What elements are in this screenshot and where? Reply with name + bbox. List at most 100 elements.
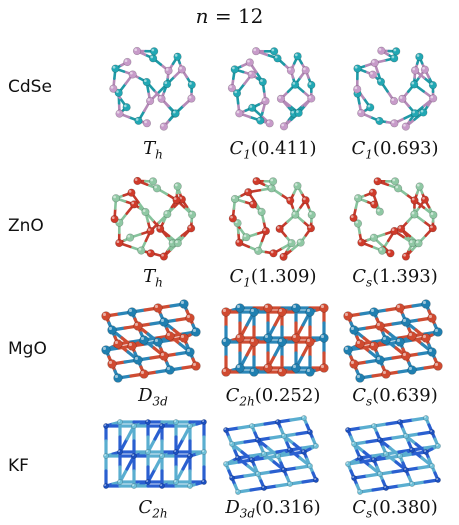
atom-highlight — [264, 334, 268, 338]
atom — [275, 224, 284, 233]
atom — [142, 119, 152, 128]
atom-highlight — [430, 464, 432, 466]
atom — [122, 103, 131, 112]
atom-highlight — [306, 338, 310, 342]
atom-highlight — [150, 55, 154, 59]
atom-highlight — [147, 98, 151, 102]
atom-highlight — [296, 110, 299, 113]
atom-highlight — [255, 248, 259, 251]
atom — [256, 116, 265, 125]
atom-highlight — [346, 428, 348, 430]
atom — [377, 437, 383, 443]
atom-highlight — [278, 338, 282, 342]
atom — [307, 94, 316, 103]
atom-highlight — [358, 239, 362, 243]
atom-highlight — [379, 247, 383, 251]
atom-highlight — [372, 424, 374, 426]
atom-highlight — [370, 342, 374, 346]
atom-highlight — [384, 486, 386, 488]
atom-highlight — [306, 308, 310, 312]
atom — [235, 238, 244, 247]
atom — [370, 200, 379, 209]
atom — [423, 415, 429, 421]
atom-highlight — [430, 95, 434, 99]
cluster-mgo-2 — [212, 296, 332, 396]
atom — [429, 94, 438, 103]
atom-highlight — [391, 228, 395, 232]
atom-highlight — [292, 82, 296, 85]
atom-highlight — [161, 123, 164, 127]
atom — [153, 303, 163, 313]
atom — [369, 307, 379, 317]
atom — [141, 207, 150, 217]
atom — [421, 333, 431, 343]
atom — [368, 70, 377, 79]
atom-highlight — [144, 120, 147, 124]
caption-mgo-1: D3d — [138, 385, 168, 409]
cluster-svg — [227, 47, 316, 131]
atom-highlight — [395, 185, 399, 189]
atom — [152, 184, 162, 193]
atom — [165, 365, 175, 375]
cluster-kf-2 — [212, 410, 332, 510]
atom — [251, 47, 261, 56]
atom-highlight — [166, 332, 170, 336]
atom — [429, 463, 435, 469]
atom-highlight — [230, 476, 232, 478]
atom — [247, 70, 256, 79]
atom-highlight — [234, 90, 238, 94]
atom — [305, 307, 315, 317]
atom — [245, 58, 254, 67]
atom-highlight — [378, 472, 380, 474]
atom-highlight — [358, 456, 360, 458]
atom-highlight — [134, 178, 138, 181]
atom — [133, 176, 142, 186]
atom — [353, 194, 363, 203]
cluster-svg — [345, 415, 441, 495]
atom — [414, 239, 423, 248]
atom-highlight — [236, 364, 240, 368]
atom-highlight — [354, 65, 358, 69]
atom-highlight — [249, 71, 252, 75]
atom — [191, 327, 201, 337]
atom — [201, 449, 207, 455]
atom-highlight — [230, 215, 233, 219]
atom-highlight — [104, 484, 106, 486]
atom-highlight — [229, 85, 232, 89]
atom-highlight — [292, 304, 296, 308]
atom-highlight — [263, 228, 266, 232]
atom — [398, 94, 407, 103]
atom — [267, 184, 276, 193]
atom — [263, 363, 273, 373]
cluster-svg — [221, 303, 329, 377]
atom — [101, 345, 111, 355]
atom — [173, 449, 179, 455]
atom-highlight — [428, 348, 432, 352]
atom — [353, 64, 362, 73]
atom-highlight — [264, 364, 268, 368]
atom — [383, 451, 389, 457]
atom-highlight — [370, 308, 374, 312]
cluster-svg — [101, 299, 201, 383]
atom-highlight — [404, 468, 406, 470]
atom-highlight — [264, 304, 268, 308]
atom — [291, 333, 301, 343]
atom-highlight — [396, 304, 400, 308]
atom — [235, 333, 245, 343]
caption-kf-1: C2h — [138, 497, 168, 521]
atom-highlight — [146, 450, 148, 452]
atom-highlight — [292, 212, 296, 215]
atom-highlight — [166, 366, 170, 370]
atom — [150, 47, 159, 56]
atom — [111, 194, 121, 203]
atom — [187, 483, 193, 489]
atom — [401, 351, 411, 361]
atom-highlight — [409, 240, 413, 244]
atom — [291, 303, 301, 313]
atom-highlight — [113, 195, 116, 199]
atom — [145, 449, 151, 455]
atom — [187, 94, 196, 103]
atom-highlight — [355, 195, 359, 199]
atom-highlight — [278, 308, 282, 312]
atom — [113, 339, 123, 349]
